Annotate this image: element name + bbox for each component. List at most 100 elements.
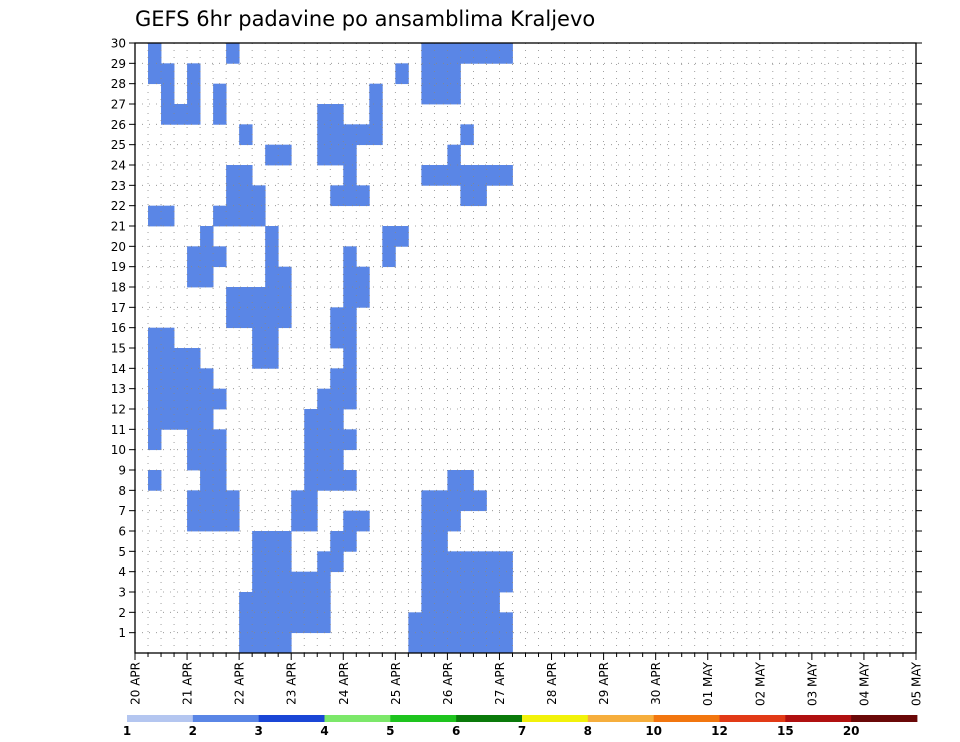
heatmap-cell <box>447 632 461 654</box>
heatmap-cell <box>434 510 448 532</box>
heatmap-cell <box>356 124 370 146</box>
heatmap-cell <box>408 632 422 654</box>
heatmap-cell <box>434 551 448 573</box>
heatmap-cell <box>486 571 500 593</box>
heatmap-cell <box>174 368 188 390</box>
heatmap-cell <box>486 165 500 186</box>
x-tick-label: 29 APR <box>597 662 611 705</box>
heatmap-cell <box>434 490 448 512</box>
heatmap-cell <box>447 551 461 573</box>
heatmap-cell <box>473 612 487 634</box>
heatmap-cell <box>356 185 370 207</box>
heatmap-cell <box>187 348 201 369</box>
heatmap-cell <box>239 185 253 207</box>
heatmap-cell <box>304 409 318 430</box>
heatmap-cell <box>330 388 344 410</box>
y-tick-label: 7 <box>118 504 126 518</box>
heatmap-cell <box>187 104 201 125</box>
heatmap-cell <box>226 205 240 227</box>
heatmap-cell <box>421 83 435 105</box>
heatmap-cell <box>460 165 474 186</box>
heatmap-cell <box>473 43 487 64</box>
heatmap-cell <box>421 592 435 613</box>
heatmap-cell <box>343 470 357 491</box>
heatmap-cell <box>447 592 461 613</box>
heatmap-cell <box>447 612 461 634</box>
y-tick-label: 22 <box>111 199 126 213</box>
y-tick-label: 25 <box>111 138 126 152</box>
heatmap-cell <box>343 368 357 390</box>
legend-swatch <box>390 715 457 722</box>
heatmap-cell <box>174 409 188 430</box>
heatmap-cell <box>252 205 266 227</box>
legend-label: 12 <box>711 724 728 738</box>
x-tick-label: 23 APR <box>285 662 299 705</box>
y-tick-label: 29 <box>111 57 126 71</box>
heatmap-cell <box>148 348 162 369</box>
heatmap-cell <box>317 429 331 451</box>
heatmap-cell <box>213 429 227 451</box>
heatmap-cell <box>421 43 435 64</box>
heatmap-cell <box>421 571 435 593</box>
heatmap-cell <box>460 490 474 512</box>
heatmap-cell <box>330 185 344 207</box>
heatmap-cell <box>460 612 474 634</box>
heatmap-cell <box>421 612 435 634</box>
heatmap-cell <box>343 287 357 308</box>
heatmap-cell <box>239 287 253 308</box>
heatmap-cell <box>473 165 487 186</box>
heatmap-cell <box>434 632 448 654</box>
legend-swatch <box>522 715 589 722</box>
y-tick-label: 1 <box>118 626 126 640</box>
heatmap-cell <box>330 531 344 552</box>
heatmap-cell <box>265 632 279 654</box>
heatmap-cell <box>226 43 240 64</box>
heatmap-cell <box>317 449 331 471</box>
heatmap-cell <box>252 185 266 207</box>
legend-swatch <box>851 715 918 722</box>
heatmap-cell <box>148 388 162 410</box>
heatmap-cell <box>486 551 500 573</box>
y-tick-label: 11 <box>111 423 126 437</box>
legend-label: 2 <box>189 724 197 738</box>
heatmap-cell <box>499 165 513 186</box>
heatmap-cell <box>499 632 513 654</box>
heatmap-cell <box>187 83 201 105</box>
heatmap-cell <box>148 63 162 85</box>
heatmap-cell <box>486 592 500 613</box>
heatmap-cell <box>304 490 318 512</box>
heatmap-cell <box>343 510 357 532</box>
heatmap-cell <box>317 470 331 491</box>
x-tick-label: 25 APR <box>389 662 403 705</box>
heatmap-cell <box>434 612 448 634</box>
heatmap-cell <box>330 449 344 471</box>
heatmap-cell <box>330 551 344 573</box>
heatmap-cell <box>447 490 461 512</box>
heatmap-cell <box>434 592 448 613</box>
heatmap-cell <box>278 144 292 166</box>
heatmap-cell <box>200 490 214 512</box>
y-tick-label: 8 <box>118 484 126 498</box>
heatmap-cell <box>343 246 357 268</box>
y-tick-label: 18 <box>111 281 126 295</box>
heatmap-cell <box>304 571 318 593</box>
color-legend: 1 2 3 4 5 6 7 8 10 12 15 20 <box>123 715 918 738</box>
x-tick-label: 22 APR <box>233 662 247 705</box>
heatmap-cell <box>291 510 305 532</box>
heatmap-cell <box>226 185 240 207</box>
y-tick-label: 6 <box>118 525 126 539</box>
heatmap-cell <box>187 388 201 410</box>
legend-swatch <box>653 715 720 722</box>
heatmap-cell <box>421 63 435 85</box>
heatmap-cell <box>200 368 214 390</box>
heatmap-cell <box>265 144 279 166</box>
x-axis-ticks: 20 APR 21 APR 22 APR 23 APR 24 APR 25 APR 26 A… <box>129 653 924 706</box>
heatmap-cell <box>343 327 357 349</box>
heatmap-cell <box>447 43 461 64</box>
heatmap-cell <box>343 348 357 369</box>
heatmap-cell <box>252 551 266 573</box>
y-tick-label: 12 <box>111 403 126 417</box>
heatmap-cell <box>447 165 461 186</box>
heatmap-cell <box>460 185 474 207</box>
heatmap-cell <box>200 388 214 410</box>
